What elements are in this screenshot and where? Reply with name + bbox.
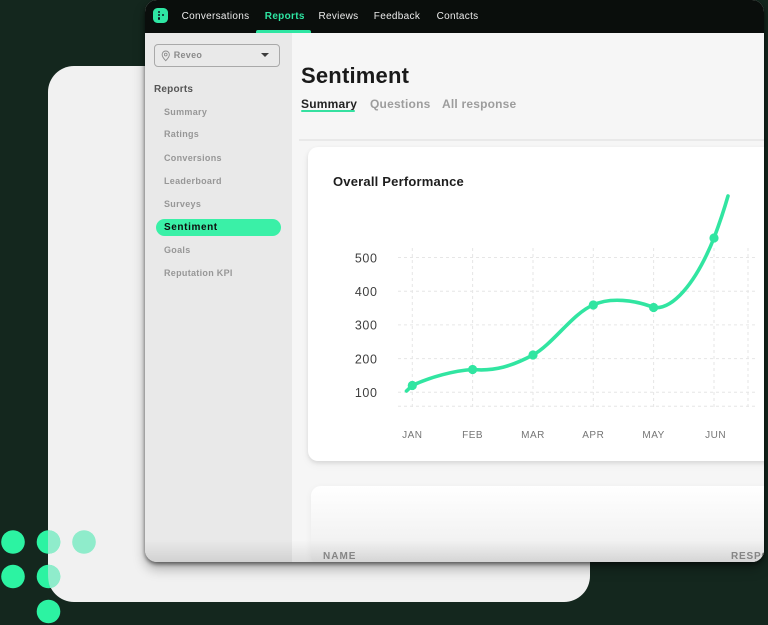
svg-text:200: 200 bbox=[355, 352, 378, 366]
svg-text:APR: APR bbox=[582, 430, 604, 441]
svg-text:100: 100 bbox=[355, 386, 378, 400]
svg-text:MAR: MAR bbox=[521, 430, 545, 441]
svg-text:JAN: JAN bbox=[402, 430, 422, 441]
svg-text:JUN: JUN bbox=[705, 430, 726, 441]
svg-text:MAY: MAY bbox=[642, 430, 664, 441]
svg-text:FEB: FEB bbox=[462, 430, 483, 441]
svg-text:500: 500 bbox=[355, 251, 378, 265]
svg-text:300: 300 bbox=[355, 319, 378, 333]
svg-text:400: 400 bbox=[355, 285, 378, 299]
